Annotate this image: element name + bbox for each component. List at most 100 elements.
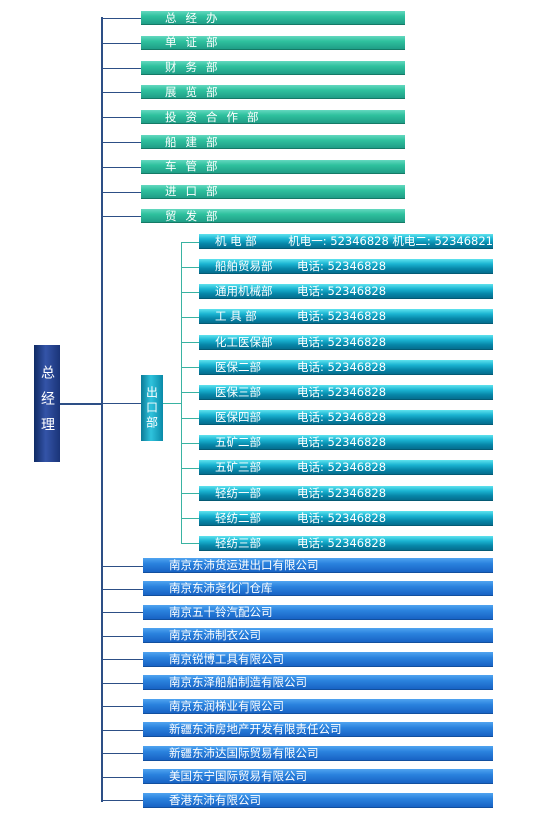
sub-department-label: 船舶贸易部: [215, 259, 273, 274]
sub-department-connector-line: [181, 241, 199, 243]
company-label: 南京东润梯业有限公司: [169, 698, 284, 713]
sub-department-label: 轻纺三部: [215, 535, 261, 550]
department-box: 总经办: [141, 11, 405, 25]
company-box: 南京锐博工具有限公司: [143, 651, 493, 667]
department-label: 车管部: [165, 159, 227, 174]
sub-department-connector-line: [181, 417, 199, 419]
sub-department-phone: 电话: 52346828: [297, 334, 387, 349]
sub-department-phone: 电话: 52346828: [297, 259, 387, 274]
department-connector-line: [101, 67, 141, 69]
sub-department-label: 轻纺一部: [215, 485, 261, 500]
department-connector-line: [101, 216, 141, 218]
sub-department-label: 医保三部: [215, 384, 261, 399]
department-box: 展览部: [141, 85, 405, 100]
company-connector-line: [101, 682, 143, 684]
company-box: 南京东沛货运进出口有限公司: [143, 558, 493, 573]
sub-department-label: 五矿三部: [215, 460, 261, 475]
sub-department-connector-line: [181, 316, 199, 318]
company-box: 南京东泽船舶制造有限公司: [143, 675, 493, 691]
sub-department-connector-line: [181, 442, 199, 444]
sub-department-phone: 电话: 52346828: [297, 535, 387, 550]
department-label: 船建部: [165, 135, 227, 149]
department-label: 财务部: [165, 60, 227, 75]
sub-department-box: 船舶贸易部 电话: 52346828: [199, 259, 493, 275]
sub-department-phone: 电话: 52346828: [297, 384, 387, 399]
sub-department-box: 五矿二部 电话: 52346828: [199, 435, 493, 451]
department-box: 投资合作部: [141, 110, 405, 125]
sub-department-phone: 电话: 52346828: [297, 435, 387, 450]
department-connector-line: [101, 92, 141, 94]
department-connector-line: [101, 42, 141, 44]
sub-department-label: 通用机械部: [215, 284, 273, 299]
department-label: 贸发部: [165, 209, 227, 223]
sub-department-label: 化工医保部: [215, 334, 273, 349]
sub-department-label: 轻纺二部: [215, 510, 261, 525]
export-department-box: 出口部: [141, 375, 163, 441]
sub-department-connector-line: [181, 467, 199, 469]
company-connector-line: [101, 753, 143, 755]
sub-department-phone: 机电一: 52346828 机电二: 52346821: [288, 234, 493, 248]
department-label: 进口部: [165, 184, 227, 199]
department-box: 贸发部: [141, 209, 405, 224]
sub-department-phone: 电话: 52346828: [297, 359, 387, 374]
sub-department-box: 五矿三部 电话: 52346828: [199, 460, 493, 476]
sub-department-connector-line: [181, 342, 199, 344]
sub-department-box: 医保四部 电话: 52346828: [199, 410, 493, 426]
department-box: 车管部: [141, 159, 405, 174]
export-branch-line: [163, 403, 181, 404]
sub-department-phone: 电话: 52346828: [297, 284, 387, 299]
company-box: 新疆东沛达国际贸易有限公司: [143, 745, 493, 761]
company-label: 新疆东沛房地产开发有限责任公司: [169, 722, 342, 737]
sub-department-connector-line: [181, 392, 199, 394]
department-box: 财务部: [141, 60, 405, 75]
sub-department-connector-line: [181, 493, 199, 494]
sub-department-connector-line: [181, 291, 199, 293]
general-manager-box: 总经理: [34, 345, 60, 462]
sub-department-label: 工 具 部: [215, 309, 257, 324]
sub-department-label: 医保四部: [215, 410, 261, 425]
sub-department-connector-line: [181, 543, 199, 545]
company-label: 美国东宁国际贸易有限公司: [169, 769, 307, 784]
sub-department-box: 医保二部 电话: 52346828: [199, 359, 493, 375]
company-box: 香港东沛有限公司: [143, 792, 493, 808]
company-connector-line: [101, 659, 143, 661]
company-label: 南京五十铃汽配公司: [169, 604, 273, 619]
manager-connector-line: [60, 403, 101, 405]
department-connector-line: [101, 191, 141, 193]
company-label: 香港东沛有限公司: [169, 792, 261, 807]
sub-department-connector-line: [181, 518, 199, 520]
company-connector-line: [101, 612, 143, 614]
company-box: 南京五十铃汽配公司: [143, 604, 493, 620]
sub-department-connector-line: [181, 367, 199, 369]
sub-department-box: 轻纺二部 电话: 52346828: [199, 510, 493, 526]
sub-department-connector-line: [181, 266, 199, 268]
company-label: 南京东沛尧化门仓库: [169, 581, 273, 596]
sub-department-label: 医保二部: [215, 359, 261, 374]
company-connector-line: [101, 635, 143, 637]
department-label: 展览部: [165, 85, 227, 99]
company-box: 南京东沛尧化门仓库: [143, 581, 493, 597]
department-connector-line: [101, 18, 141, 19]
company-label: 南京锐博工具有限公司: [169, 651, 284, 666]
company-label: 南京东沛货运进出口有限公司: [169, 558, 319, 572]
company-box: 美国东宁国际贸易有限公司: [143, 769, 493, 785]
sub-department-box: 轻纺三部 电话: 52346828: [199, 535, 493, 551]
company-label: 新疆东沛达国际贸易有限公司: [169, 745, 319, 760]
trunk-line: [101, 17, 103, 802]
company-connector-line: [101, 706, 143, 708]
company-connector-line: [101, 800, 143, 801]
sub-department-phone: 电话: 52346828: [297, 510, 387, 525]
sub-department-phone: 电话: 52346828: [297, 485, 387, 500]
department-connector-line: [101, 117, 141, 119]
sub-department-box: 机 电 部 机电一: 52346828 机电二: 52346821: [199, 234, 493, 249]
department-label: 总经办: [165, 11, 227, 25]
company-connector-line: [101, 588, 143, 590]
sub-department-label: 五矿二部: [215, 435, 261, 450]
sub-department-phone: 电话: 52346828: [297, 309, 387, 324]
company-connector-line: [101, 776, 143, 778]
sub-department-box: 轻纺一部 电话: 52346828: [199, 485, 493, 501]
department-box: 船建部: [141, 135, 405, 149]
company-box: 新疆东沛房地产开发有限责任公司: [143, 722, 493, 738]
department-label: 单证部: [165, 35, 227, 50]
department-box: 进口部: [141, 184, 405, 199]
